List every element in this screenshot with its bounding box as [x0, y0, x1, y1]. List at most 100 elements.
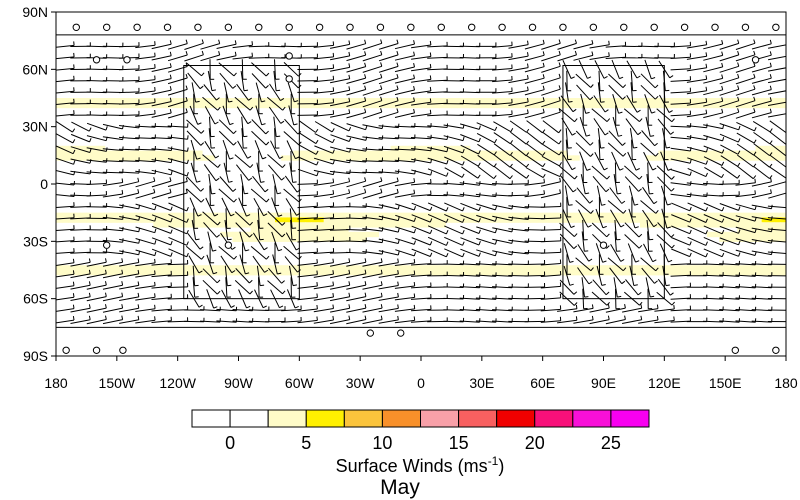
wind-barb	[135, 159, 156, 163]
speed-cell	[676, 217, 684, 223]
speed-cell	[80, 150, 88, 156]
speed-cell	[554, 98, 562, 104]
speed-cell	[238, 222, 246, 228]
wind-barb-tick	[655, 152, 659, 157]
wind-barb-tick	[668, 110, 673, 113]
speed-cell	[749, 270, 757, 276]
speed-cell	[135, 212, 142, 219]
speed-cell	[372, 222, 380, 228]
wind-barb	[589, 44, 610, 49]
speed-cell	[591, 212, 599, 219]
speed-cell	[755, 150, 763, 156]
speed-cell	[694, 222, 702, 228]
wind-barb-tick	[72, 149, 76, 154]
speed-cell	[646, 222, 653, 228]
wind-barb-tick	[413, 270, 416, 275]
wind-barb-tick	[430, 171, 433, 176]
speed-cell	[506, 270, 513, 276]
wind-barb	[605, 319, 626, 325]
speed-cell	[171, 150, 179, 156]
wind-barb	[135, 238, 155, 245]
wind-barb	[71, 121, 90, 132]
speed-cell	[165, 265, 173, 271]
wind-barb	[735, 274, 756, 277]
speed-cell	[433, 217, 440, 223]
wind-barb-tick	[429, 98, 432, 103]
wind-barb	[735, 54, 756, 62]
wind-barb	[753, 131, 771, 145]
wind-barb	[443, 194, 464, 197]
wind-barb	[410, 286, 432, 289]
wind-barb	[378, 250, 399, 256]
wind-barb	[592, 175, 607, 193]
speed-cell	[147, 102, 154, 109]
wind-barb	[751, 250, 772, 256]
speed-cell	[226, 270, 234, 276]
wind-barb-tick	[381, 124, 384, 129]
speed-cell	[226, 231, 234, 238]
wind-barb	[461, 166, 479, 179]
wind-barb-tick	[169, 40, 172, 45]
speed-cell	[250, 265, 258, 271]
wind-barb-tick	[154, 205, 157, 210]
wind-barb-tick	[585, 111, 590, 114]
wind-barb-tick	[754, 127, 757, 132]
speed-cell	[670, 265, 678, 271]
wind-barb	[297, 168, 318, 177]
speed-cell	[153, 265, 161, 271]
speed-cell	[530, 98, 538, 104]
wind-barb	[475, 286, 496, 289]
speed-cell	[293, 217, 300, 223]
wind-barb-tick	[721, 62, 724, 68]
speed-cell	[396, 150, 404, 156]
speed-cell	[773, 236, 781, 242]
wind-barb-tick	[737, 162, 741, 167]
speed-cell	[275, 98, 282, 104]
speed-cell	[226, 102, 234, 109]
wind-barb	[346, 273, 367, 279]
wind-barb-tick	[380, 258, 383, 263]
calm-circle	[599, 241, 608, 249]
speed-cell	[141, 270, 148, 276]
speed-cell	[396, 145, 404, 152]
speed-cell	[195, 98, 203, 104]
wind-barb-tick	[653, 224, 658, 228]
wind-barb	[232, 309, 253, 312]
speed-cell	[147, 98, 154, 104]
wind-barb	[184, 42, 204, 50]
speed-cell	[92, 145, 100, 152]
wind-barb-tick	[88, 258, 91, 263]
wind-barb-tick	[277, 272, 282, 275]
wind-barb-tick	[621, 200, 626, 204]
wind-barb-tick	[121, 178, 124, 183]
speed-cell	[250, 217, 258, 223]
wind-barb-tick	[217, 221, 221, 226]
speed-cell	[177, 150, 185, 156]
speed-cell	[767, 212, 775, 219]
speed-cell	[250, 212, 258, 219]
speed-cell	[275, 222, 282, 228]
wind-barb-tick	[446, 160, 449, 165]
speed-cell	[469, 98, 477, 104]
wind-barb-tick	[380, 50, 383, 55]
wind-barb-tick	[753, 96, 756, 101]
speed-cell	[542, 265, 550, 271]
speed-cell	[159, 155, 167, 161]
wind-barb-tick	[602, 260, 607, 263]
wind-barb	[735, 65, 756, 73]
wind-barb	[239, 231, 246, 252]
wind-barb-tick	[721, 252, 725, 257]
wind-barb-tick	[201, 255, 205, 260]
wind-barb-tick	[413, 217, 416, 222]
wind-barb	[475, 308, 496, 312]
wind-barb-tick	[380, 315, 383, 320]
speed-cell	[481, 98, 489, 104]
wind-barb-tick	[633, 146, 638, 149]
speed-cell	[427, 155, 434, 161]
wind-barb-tick	[245, 249, 250, 252]
wind-barb	[200, 309, 221, 312]
wind-barb-tick	[446, 147, 449, 152]
wind-barb-tick	[396, 73, 399, 79]
wind-barb	[410, 308, 432, 312]
speed-cell	[305, 265, 313, 271]
